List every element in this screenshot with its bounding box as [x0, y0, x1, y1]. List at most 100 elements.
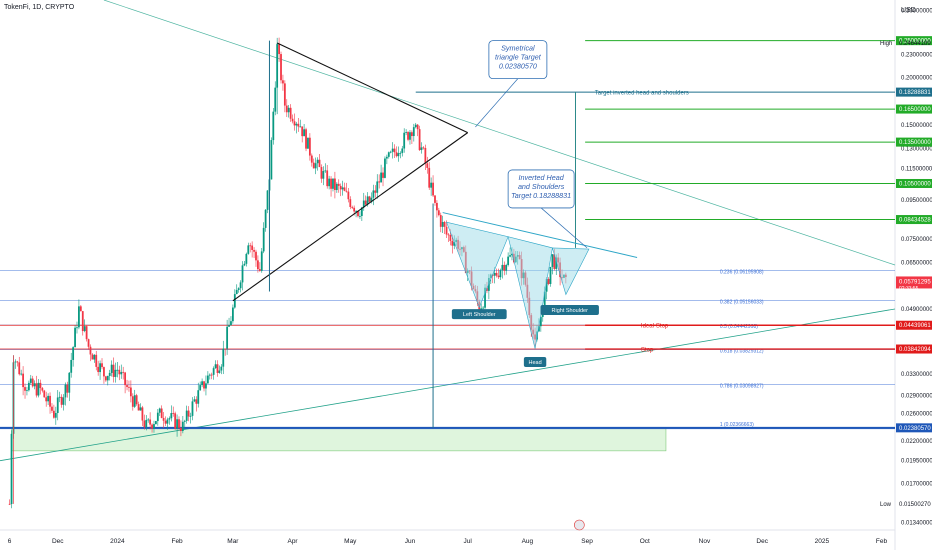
candle-body: [226, 326, 229, 349]
candle-body: [208, 374, 211, 376]
candle-body: [424, 147, 427, 164]
candle-body: [141, 407, 144, 421]
candle-body: [422, 147, 425, 149]
candle-body: [312, 162, 315, 169]
candle-body: [37, 382, 40, 396]
candle-body: [303, 129, 306, 137]
candle-body: [210, 374, 213, 376]
candle-body: [545, 278, 548, 292]
candle-body: [280, 54, 282, 81]
candle-body: [47, 395, 50, 402]
candle-body: [199, 385, 202, 391]
candle-body: [378, 181, 381, 183]
candle-body: [79, 306, 82, 312]
long-descending-trendline: [103, 0, 896, 266]
candle-body: [31, 378, 34, 387]
price-tick-label: 0.02200000: [901, 439, 932, 445]
candle-body: [357, 210, 359, 217]
left-shoulder-badge: [451, 309, 507, 320]
candle-body: [195, 399, 198, 404]
price-tick-label: 0.01700000: [901, 481, 932, 487]
price-tag-label: 0.10500000: [899, 181, 931, 187]
candle-body: [97, 366, 100, 373]
candle-body: [241, 265, 244, 283]
candle-body: [72, 347, 75, 360]
candle-body: [10, 433, 13, 505]
time-tick-label: 2025: [815, 538, 830, 545]
candle-body: [372, 190, 375, 198]
candle-body: [99, 363, 101, 373]
candle-body: [335, 183, 338, 191]
event-flag-icon: [574, 519, 585, 531]
candle-body: [495, 272, 498, 276]
candle-body: [409, 132, 411, 140]
candle-body: [133, 395, 136, 407]
candle-body: [76, 327, 78, 329]
candle-body: [320, 167, 323, 179]
candle-body: [122, 371, 125, 373]
candle-body: [543, 291, 546, 314]
price-tick-label: 0.23000000: [901, 52, 932, 58]
candle-body: [389, 151, 392, 153]
candle-body: [341, 187, 344, 190]
candle-body: [14, 361, 17, 363]
left-shoulder-shape: [446, 221, 509, 309]
ihs-target-label: Target inverted head and shoulders: [595, 91, 689, 97]
stop-label: Stop: [641, 348, 654, 354]
candle-body: [247, 245, 250, 254]
candle-body: [128, 386, 130, 388]
time-tick-label: Dec: [52, 538, 64, 545]
candle-body: [432, 182, 434, 196]
candle-body: [135, 395, 138, 405]
price-tag-box: [896, 36, 932, 46]
head-label: Head: [528, 360, 541, 366]
ihs-callout-line: Inverted Head: [519, 173, 565, 182]
candle-body: [193, 399, 196, 402]
candle-body: [330, 178, 332, 189]
candle-body: [168, 418, 171, 420]
price-tick-label: 0.01340000: [901, 520, 932, 526]
time-tick-label: May: [344, 538, 357, 545]
candle-body: [95, 354, 98, 367]
candle-body: [301, 126, 304, 137]
candle-body: [155, 421, 157, 425]
candle-body: [349, 199, 352, 207]
candle-body: [380, 172, 382, 183]
time-tick-label: Feb: [876, 538, 888, 545]
candle-body: [101, 363, 103, 368]
candle-body: [305, 129, 307, 149]
candle-body: [197, 390, 200, 404]
time-tick-label: 2024: [110, 538, 125, 545]
candle-body: [282, 80, 284, 84]
candle-body: [118, 369, 121, 375]
right-shoulder-badge: [540, 304, 599, 315]
price-tick-label: 0.11500000: [901, 167, 932, 173]
candle-body: [272, 111, 275, 141]
currency-label: USD: [901, 7, 916, 14]
candle-body: [153, 424, 155, 429]
candle-body: [401, 148, 404, 153]
candle-body: [220, 366, 223, 371]
candle-body: [541, 313, 544, 317]
candle-body: [187, 410, 190, 417]
candle-body: [145, 419, 148, 428]
candle-body: [501, 264, 504, 271]
time-tick-label: 6: [8, 538, 12, 545]
ihs-callout-line: and Shoulders: [518, 182, 565, 191]
candle-body: [212, 368, 215, 375]
candle-body: [274, 87, 277, 112]
candle-body: [362, 200, 365, 208]
support-zone-box: [11, 427, 667, 452]
candle-body: [376, 181, 379, 193]
candle-body: [214, 364, 217, 369]
candle-body: [51, 406, 53, 411]
candle-body: [224, 348, 227, 350]
candle-body: [116, 369, 119, 371]
triangle-callout-pointer: [475, 78, 519, 128]
candle-body: [70, 359, 73, 373]
candle-body: [245, 253, 248, 264]
candle-body: [387, 152, 390, 157]
candle-body: [20, 373, 23, 375]
price-tag-box: [896, 320, 932, 330]
